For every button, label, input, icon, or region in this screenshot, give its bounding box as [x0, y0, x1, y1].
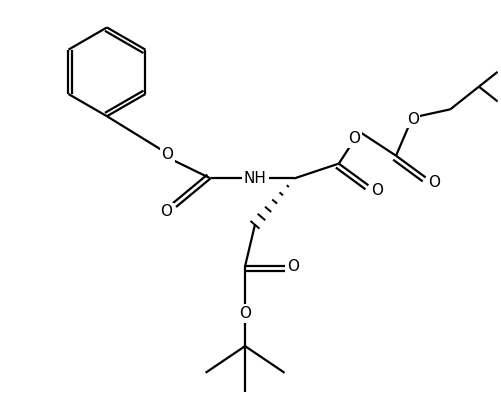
Text: O: O — [288, 259, 300, 274]
Text: O: O — [239, 306, 251, 321]
Text: O: O — [428, 175, 440, 190]
Text: O: O — [407, 112, 419, 127]
Text: O: O — [371, 183, 383, 198]
Text: O: O — [160, 205, 172, 220]
Text: O: O — [349, 132, 361, 146]
Text: NH: NH — [243, 171, 267, 186]
Text: O: O — [161, 147, 173, 162]
